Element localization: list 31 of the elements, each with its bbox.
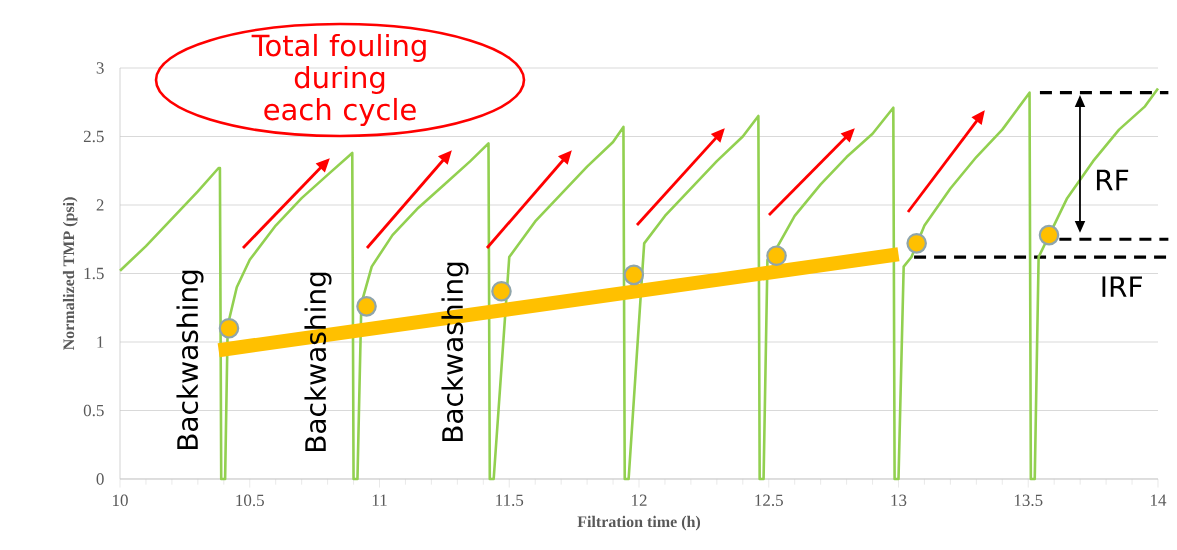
annotation: Total fouling during each cycle: [251, 33, 426, 127]
y-tick-label: 1: [97, 336, 104, 348]
x-tick-label: 13.5: [1014, 494, 1043, 507]
point: [906, 233, 927, 254]
annotation: Backwashing: [176, 270, 204, 450]
y-tick-label: 2.5: [83, 130, 104, 143]
x-tick-label: 12: [632, 494, 647, 506]
y-axis-title: Normalized TMP (psi): [62, 197, 78, 351]
x-tick-label: 11.5: [496, 494, 524, 507]
y-tick-label: 0: [96, 473, 104, 485]
x-axis-title: Filtration time (h): [577, 515, 701, 531]
point: [766, 245, 787, 266]
point: [623, 264, 645, 286]
x-tick-label: 12.5: [755, 494, 783, 507]
y-tick-label: 2: [96, 199, 104, 211]
y-tick-label: 1.5: [84, 267, 104, 280]
x-tick-label: 10: [113, 494, 128, 507]
annotation: RF: [1096, 169, 1129, 191]
y-tick-label: 3: [96, 62, 104, 74]
x-tick-label: 11: [372, 494, 387, 506]
annotation: Backwashing: [441, 262, 469, 442]
point: [1038, 224, 1060, 246]
x-tick-label: 13: [891, 494, 907, 506]
x-tick-label: 14: [1151, 494, 1167, 506]
y-tick-label: 0.5: [83, 404, 104, 417]
point: [356, 296, 377, 317]
x-tick-label: 10.5: [236, 494, 264, 507]
point: [218, 317, 240, 339]
ref-line-label: IRF: [1102, 276, 1142, 297]
point: [491, 281, 512, 302]
annotation: Backwashing: [304, 272, 332, 452]
